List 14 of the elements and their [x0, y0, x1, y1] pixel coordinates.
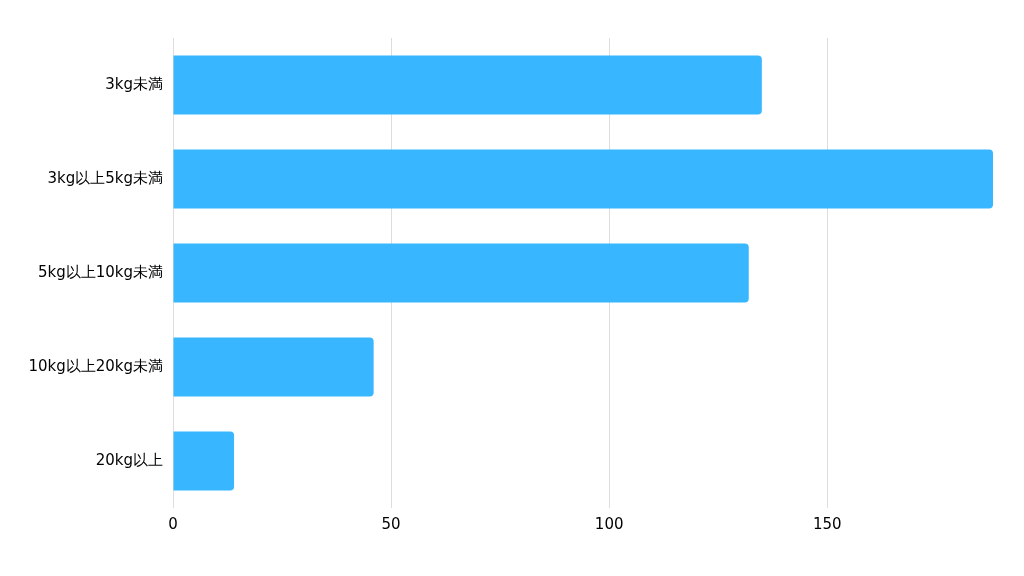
x-tick-label: 0	[168, 514, 178, 533]
y-tick-label: 3kg未満	[105, 74, 163, 93]
bar	[173, 243, 749, 303]
y-tick-label: 3kg以上5kg未満	[47, 168, 163, 187]
bar	[173, 149, 993, 209]
y-tick-label: 5kg以上10kg未満	[37, 262, 163, 281]
y-tick-label: 20kg以上	[95, 450, 163, 469]
x-tick-label: 150	[812, 514, 842, 533]
bar	[173, 431, 235, 491]
x-tick-label: 50	[381, 514, 401, 533]
bar	[173, 337, 374, 397]
x-tick-label: 100	[594, 514, 624, 533]
bar	[173, 55, 762, 115]
y-tick-label: 10kg以上20kg未満	[28, 356, 163, 375]
